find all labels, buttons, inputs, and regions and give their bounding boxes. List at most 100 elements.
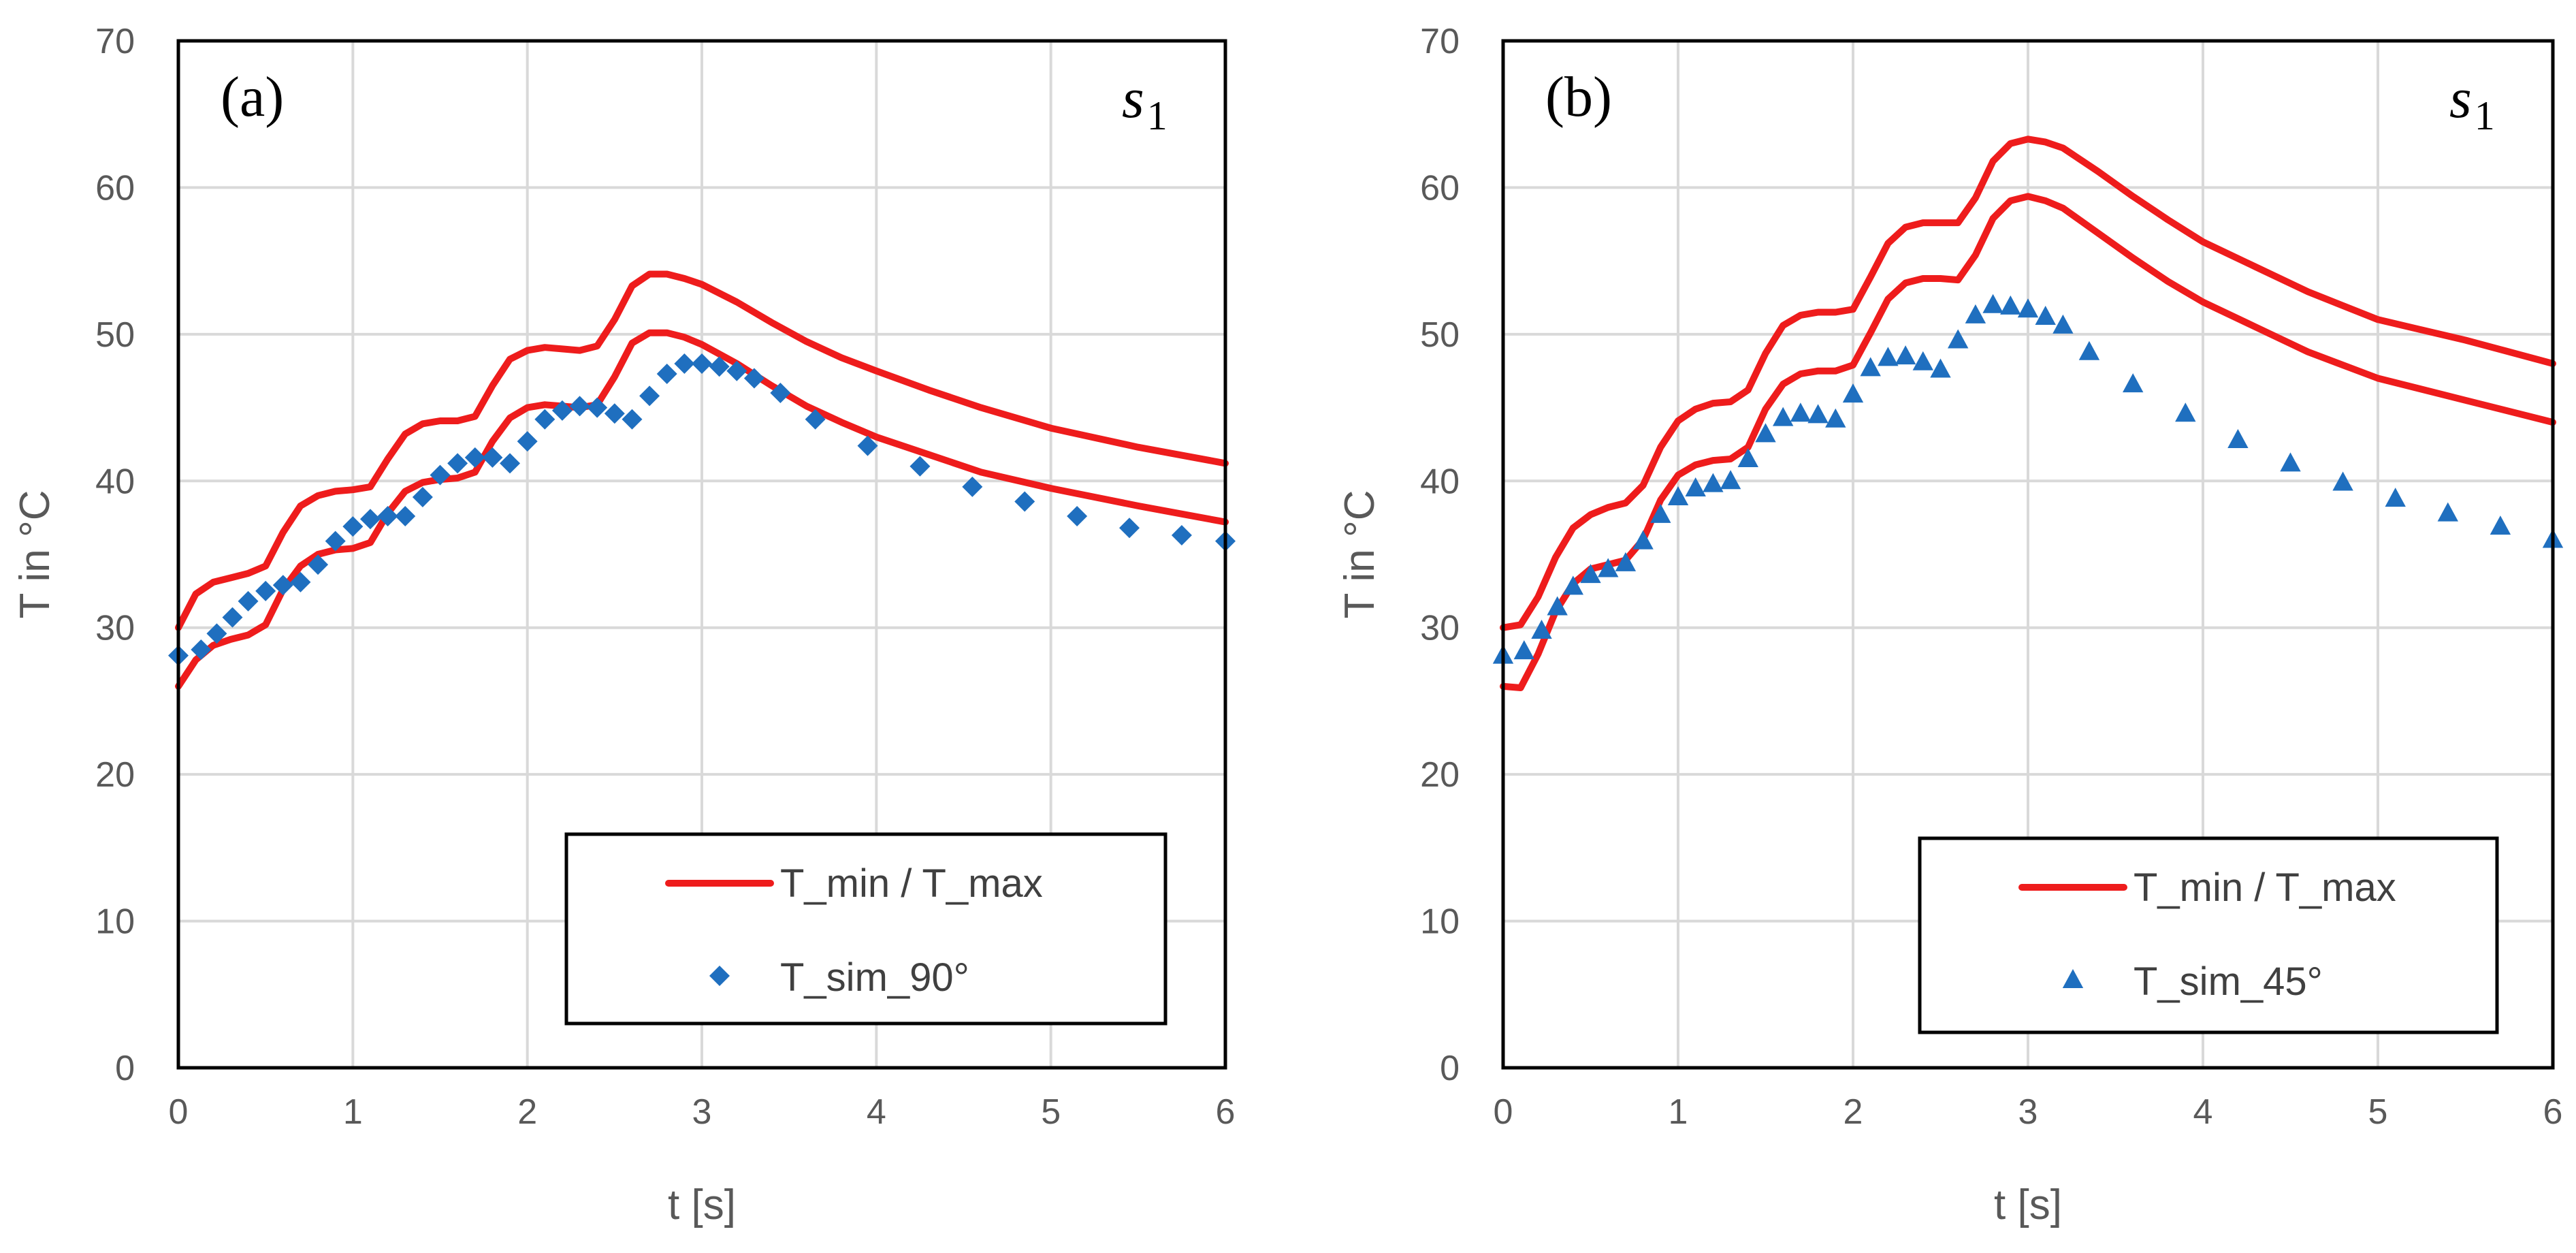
legend-box xyxy=(1918,836,2499,1034)
x-tick-label: 2 xyxy=(517,1092,537,1132)
y-tick-label: 10 xyxy=(1420,902,1460,942)
diamond-marker xyxy=(255,580,276,601)
x-tick-label: 4 xyxy=(2193,1092,2213,1132)
x-tick-label: 1 xyxy=(343,1092,363,1132)
y-tick-label: 70 xyxy=(95,22,135,61)
triangle-marker xyxy=(1703,473,1724,492)
triangle-marker xyxy=(2052,314,2074,334)
triangle-marker xyxy=(1982,294,2003,313)
triangle-marker xyxy=(1650,503,1671,523)
diamond-marker xyxy=(1119,518,1140,539)
diamond-marker xyxy=(395,505,416,526)
triangle-marker xyxy=(1513,640,1535,660)
triangle-marker xyxy=(1842,383,1864,403)
diamond-marker xyxy=(290,571,311,592)
triangle-marker xyxy=(2280,452,2301,472)
diamond-marker xyxy=(726,360,747,381)
triangle-marker xyxy=(2000,295,2021,315)
x-tick-labels: 0 1 2 3 4 5 6 xyxy=(169,1092,1236,1132)
series-label-base: s xyxy=(1122,67,1144,130)
x-tick-label: 3 xyxy=(2018,1092,2038,1132)
triangle-marker xyxy=(1912,351,1933,370)
diamond-marker xyxy=(656,364,677,385)
diamond-marker xyxy=(639,385,660,407)
diamond-marker xyxy=(222,607,243,628)
y-tick-label: 50 xyxy=(95,315,135,355)
x-tick-label: 6 xyxy=(1216,1092,1236,1132)
diamond-marker xyxy=(359,509,381,530)
y-tick-label: 20 xyxy=(95,755,135,795)
y-tick-label: 50 xyxy=(1420,315,1460,355)
y-tick-label: 40 xyxy=(1420,462,1460,501)
y-tick-label: 60 xyxy=(1420,168,1460,208)
triangle-marker xyxy=(1895,345,1916,365)
x-tick-label: 2 xyxy=(1844,1092,1863,1132)
legend-label-marker: T_sim_45° xyxy=(2134,959,2323,1004)
diamond-marker xyxy=(308,554,329,575)
triangle-marker xyxy=(1948,329,1969,349)
series-sim-markers xyxy=(168,353,1236,666)
triangle-marker xyxy=(2490,516,2511,535)
series-sim-markers xyxy=(1492,294,2564,664)
triangle-marker xyxy=(2123,373,2144,393)
y-axis-label: T in °C xyxy=(1336,490,1383,618)
y-tick-label: 30 xyxy=(95,609,135,648)
triangle-marker xyxy=(1580,564,1601,584)
y-axis-label: T in °C xyxy=(12,490,59,618)
diamond-marker xyxy=(206,623,227,644)
diamond-marker xyxy=(500,453,521,474)
x-tick-label: 6 xyxy=(2543,1092,2563,1132)
triangle-marker xyxy=(1807,404,1829,424)
triangle-marker xyxy=(1825,408,1846,428)
triangle-marker xyxy=(1667,486,1689,505)
triangle-marker xyxy=(2227,428,2249,448)
diamond-marker xyxy=(770,383,791,404)
diamond-marker xyxy=(517,431,538,452)
triangle-marker xyxy=(2437,502,2458,522)
series-label-base: s xyxy=(2449,67,2472,130)
diamond-marker xyxy=(534,409,556,430)
diamond-marker xyxy=(604,403,625,424)
triangle-marker xyxy=(1531,620,1552,639)
triangle-marker xyxy=(1878,347,1899,366)
y-tick-label: 0 xyxy=(115,1049,135,1088)
x-tick-label: 4 xyxy=(867,1092,886,1132)
diamond-marker xyxy=(962,476,983,497)
y-tick-label: 10 xyxy=(95,902,135,942)
x-tick-labels: 0 1 2 3 4 5 6 xyxy=(1494,1092,2563,1132)
diamond-marker xyxy=(447,453,468,474)
series-label-sub: 1 xyxy=(1147,93,1168,138)
y-tick-label: 20 xyxy=(1420,755,1460,795)
triangle-marker xyxy=(2175,402,2196,422)
triangle-marker xyxy=(1737,447,1758,467)
y-tick-label: 40 xyxy=(95,462,135,501)
triangle-marker xyxy=(2078,340,2100,360)
x-axis-label: t [s] xyxy=(1994,1181,2062,1228)
y-tick-labels: 0 10 20 30 40 50 60 70 xyxy=(95,22,135,1088)
x-tick-label: 0 xyxy=(169,1092,189,1132)
x-tick-label: 3 xyxy=(692,1092,712,1132)
series-label: s1 xyxy=(2449,67,2495,138)
diamond-marker xyxy=(857,435,878,456)
legend-marker-swatch xyxy=(2062,969,2084,988)
diamond-marker xyxy=(1171,524,1192,545)
diamond-marker xyxy=(674,353,695,374)
triangle-marker xyxy=(1547,596,1568,616)
x-tick-label: 5 xyxy=(2368,1092,2388,1132)
series-t-min xyxy=(175,329,1229,690)
diamond-marker xyxy=(805,409,826,430)
plot-frame xyxy=(1501,39,2555,1070)
triangle-marker xyxy=(2332,471,2353,491)
y-tick-label: 0 xyxy=(1440,1049,1460,1088)
diamond-marker xyxy=(909,456,931,477)
y-tick-label: 60 xyxy=(95,168,135,208)
diamond-marker xyxy=(377,505,398,526)
diamond-marker xyxy=(325,530,346,552)
y-tick-label: 30 xyxy=(1420,609,1460,648)
legend-label-line: T_min / T_max xyxy=(2134,866,2396,910)
legend-label-line: T_min / T_max xyxy=(780,861,1043,906)
x-tick-label: 0 xyxy=(1494,1092,1513,1132)
